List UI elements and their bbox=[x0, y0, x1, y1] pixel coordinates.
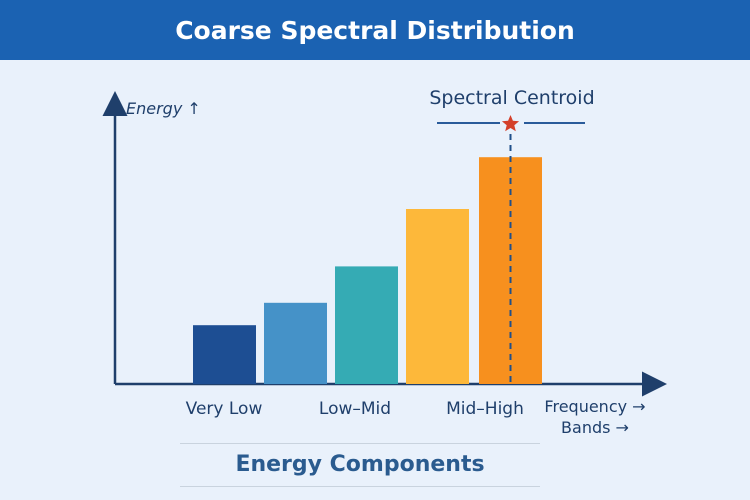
centroid-label: Spectral Centroid bbox=[429, 87, 595, 109]
bar-0 bbox=[193, 325, 256, 384]
x-axis-label-line1: Frequency → bbox=[544, 397, 646, 416]
bar-1 bbox=[264, 302, 327, 384]
tick-label-mid-high: Mid–High bbox=[446, 399, 524, 419]
x-axis-label-line2: Bands → bbox=[561, 418, 629, 437]
bar-3 bbox=[406, 209, 469, 384]
bar-2 bbox=[335, 266, 398, 384]
y-axis-label: Energy ↑ bbox=[126, 99, 201, 118]
centroid-star-icon bbox=[501, 115, 520, 132]
tick-label-very-low: Very Low bbox=[185, 399, 263, 419]
chart-title: Coarse Spectral Distribution bbox=[0, 0, 750, 60]
tick-label-low-mid: Low–Mid bbox=[318, 399, 392, 419]
chart-footer: Energy Components bbox=[180, 443, 540, 487]
x-axis-label: Frequency → Bands → bbox=[544, 396, 645, 438]
